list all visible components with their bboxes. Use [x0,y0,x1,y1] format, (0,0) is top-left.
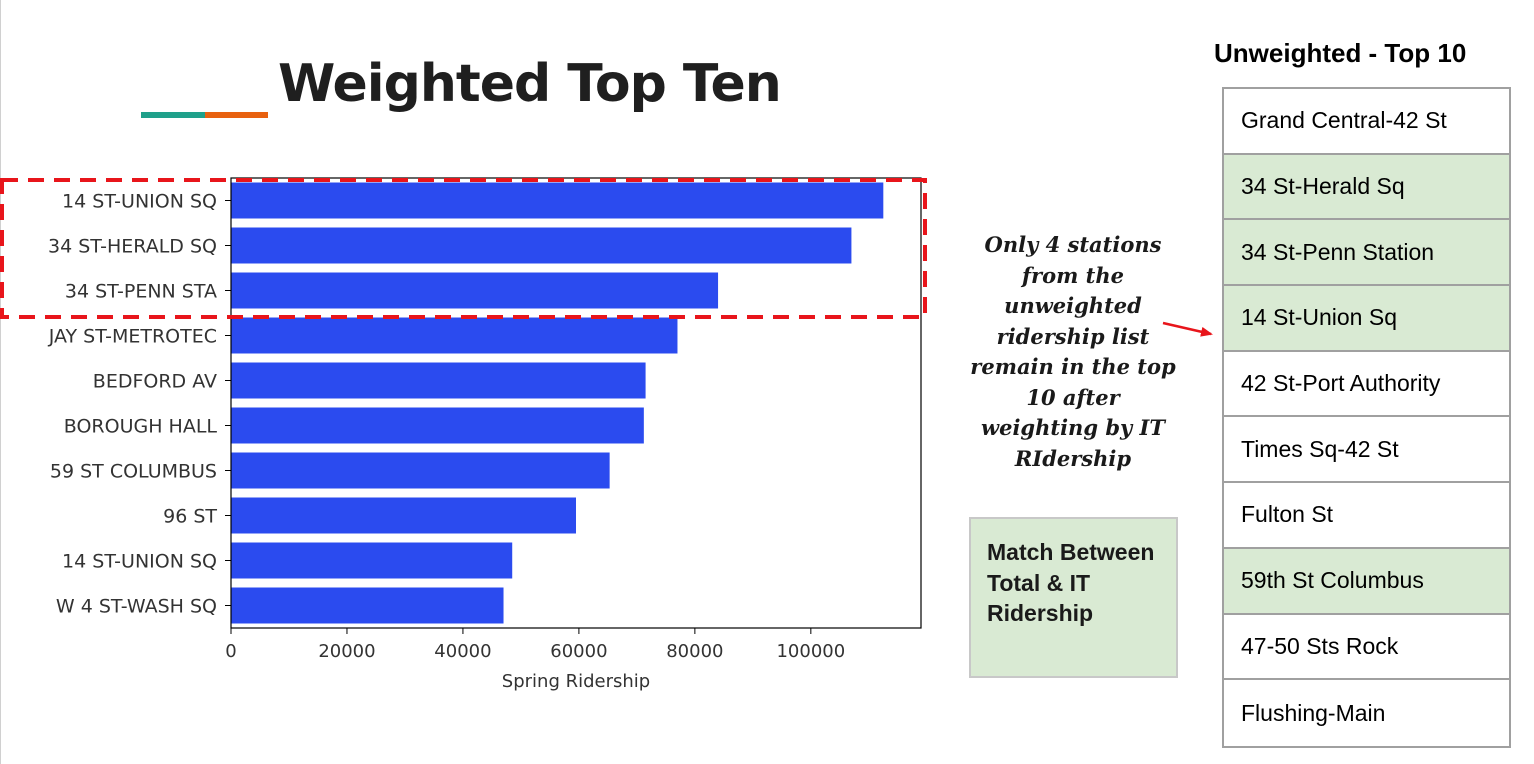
x-tick-label: 60000 [550,641,607,662]
y-tick-label: JAY ST-METROTEC [48,326,217,348]
bar-8 [231,542,513,579]
x-tick-label: 20000 [318,641,375,662]
x-axis-label: Spring Ridership [502,671,650,692]
x-tick-label: 100000 [776,641,845,662]
table-row: 47-50 Sts Rock [1224,614,1509,681]
table-row: 42 St-Port Authority [1224,351,1509,418]
station-name: Times Sq-42 St [1241,435,1399,462]
y-tick-label: BEDFORD AV [93,371,217,393]
title-accent-orange [205,112,268,118]
y-tick-label: 59 ST COLUMBUS [50,461,217,483]
table-row: Flushing-Main [1224,680,1509,746]
station-name: Grand Central-42 St [1241,107,1447,134]
x-tick-label: 0 [225,641,236,662]
bar-6 [231,452,610,489]
x-tick-label: 80000 [666,641,723,662]
bar-2 [231,272,719,309]
bar-4 [231,362,646,399]
bar-9 [231,587,504,624]
bar-1 [231,227,852,264]
bar-chart: 14 ST-UNION SQ 34 ST-HERALD SQ 34 ST-PENN … [0,177,927,692]
station-name: 34 St-Herald Sq [1241,173,1405,200]
slide-title: Weighted Top Ten [278,54,782,114]
bar-7 [231,497,576,534]
highlight-box [0,178,927,319]
annotation-text: Only 4 stations from the unweighted ride… [970,232,1176,471]
unweighted-station-table: Grand Central-42 St 34 St-Herald Sq 34 St-… [1222,87,1511,748]
legend-text: Match Between Total & IT Ridership [987,539,1155,626]
table-row: 14 St-Union Sq [1224,286,1509,352]
y-tick-label: BOROUGH HALL [64,416,218,438]
y-tick-label: 34 ST-PENN STA [65,281,217,303]
bar-5 [231,407,644,444]
table-row: 59th St Columbus [1224,548,1509,615]
y-tick-label: 14 ST-UNION SQ [62,191,217,213]
table-title: Unweighted - Top 10 [1214,38,1467,68]
table-row: 34 St-Herald Sq [1224,154,1509,221]
table-row: Grand Central-42 St [1224,89,1509,155]
x-tick-label: 40000 [434,641,491,662]
y-tick-label: 34 ST-HERALD SQ [48,236,217,258]
station-name: 14 St-Union Sq [1241,304,1397,331]
station-name: 34 St-Penn Station [1241,238,1435,265]
title-accent-teal [141,112,205,118]
legend-box: Match Between Total & IT Ridership [969,517,1178,678]
station-name: 59th St Columbus [1241,567,1424,594]
table-row: Times Sq-42 St [1224,417,1509,484]
table-row: 34 St-Penn Station [1224,220,1509,287]
station-name: 42 St-Port Authority [1241,370,1441,397]
table-row: Fulton St [1224,483,1509,549]
station-name: Fulton St [1241,501,1334,528]
station-name: Flushing-Main [1241,699,1386,726]
y-tick-label: W 4 ST-WASH SQ [56,596,217,618]
bar-3 [231,317,678,354]
y-tick-label: 14 ST-UNION SQ [62,551,217,573]
bar-0 [231,182,884,219]
slide-left-border [0,0,1,764]
station-name: 47-50 Sts Rock [1241,632,1399,659]
y-tick-label: 96 ST [163,506,217,528]
